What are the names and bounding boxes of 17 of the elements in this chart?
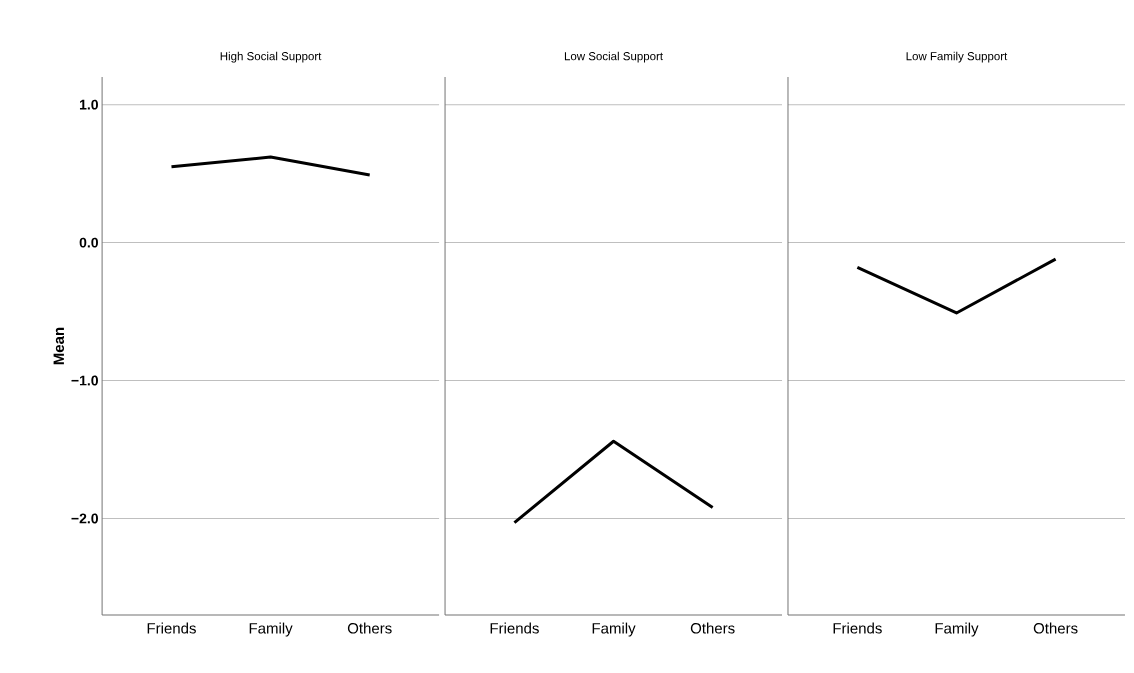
x-tick-label: Family [592, 622, 636, 637]
y-axis-title: Mean [53, 327, 65, 365]
x-tick-label: Others [1033, 622, 1078, 634]
chart-title: High Social Support [220, 51, 322, 63]
x-tick-label: Family [249, 622, 293, 637]
x-tick-label: Friends [490, 622, 539, 634]
x-tick-label: Others [690, 622, 735, 634]
y-tick-label: 1.0 [79, 99, 98, 110]
y-tick-label: 0.0 [79, 237, 98, 248]
y-tick-label: −2.0 [71, 513, 98, 524]
chart-title: Low Social Support [564, 51, 663, 63]
x-tick-label: Friends [833, 622, 882, 634]
chart-title: Low Family Support [906, 51, 1008, 63]
x-tick-label: Others [347, 622, 392, 634]
y-tick-label: −1.0 [71, 375, 98, 386]
x-tick-label: Friends [147, 622, 196, 634]
x-tick-label: Family [935, 622, 979, 637]
